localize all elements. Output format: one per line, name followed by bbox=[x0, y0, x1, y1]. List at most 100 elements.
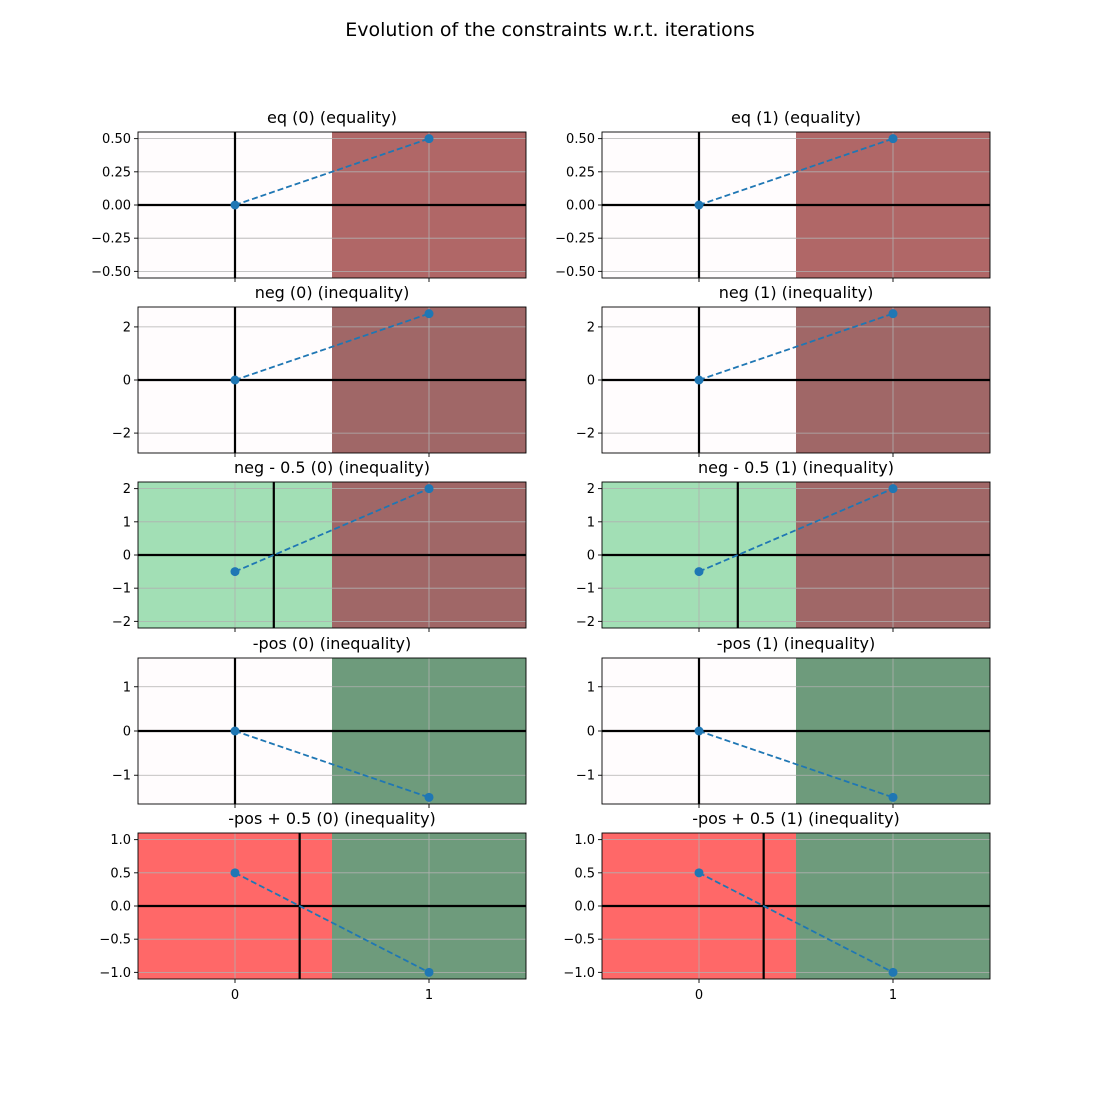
data-point-1 bbox=[424, 134, 434, 144]
y-tick-label-4: 2 bbox=[587, 482, 595, 497]
data-point-1 bbox=[888, 792, 898, 802]
subplot-title: -pos (0) (inequality) bbox=[253, 634, 412, 653]
y-tick-label-4: 2 bbox=[123, 482, 131, 497]
y-tick-label-4: 1.0 bbox=[110, 833, 131, 848]
y-tick-label-1: 0 bbox=[587, 374, 595, 389]
y-tick-label-0: −1.0 bbox=[563, 966, 595, 981]
y-tick-label-2: 0 bbox=[123, 549, 131, 564]
data-point-1 bbox=[888, 134, 898, 144]
subplot-0: −0.50 −0.25 0.00 0.25 0.50 eq (0) (equality) bbox=[91, 108, 527, 282]
y-tick-label-3: 0.25 bbox=[102, 165, 131, 180]
y-tick-label-2: 1 bbox=[587, 680, 595, 695]
plot-area bbox=[602, 307, 990, 453]
plot-area bbox=[602, 482, 990, 628]
data-point-0 bbox=[694, 726, 704, 736]
subplot-2: −2 0 2 neg (0) (inequality) bbox=[112, 283, 527, 457]
plot-area bbox=[602, 658, 990, 804]
y-tick-label-2: 1 bbox=[123, 680, 131, 695]
data-point-0 bbox=[694, 868, 704, 878]
data-point-1 bbox=[424, 484, 434, 494]
subplot-title: neg (0) (inequality) bbox=[255, 283, 410, 302]
figure-title: Evolution of the constraints w.r.t. iter… bbox=[345, 19, 754, 41]
y-tick-label-1: −1 bbox=[112, 582, 131, 597]
data-point-0 bbox=[230, 375, 240, 385]
data-point-0 bbox=[694, 200, 704, 210]
y-tick-label-3: 0.25 bbox=[566, 165, 595, 180]
plot-area bbox=[602, 132, 990, 278]
y-tick-label-1: −1 bbox=[576, 582, 595, 597]
subplot-title: neg - 0.5 (1) (inequality) bbox=[698, 458, 894, 477]
subplot-8: −1.0 −0.5 0.0 0.5 1.0 0 1 -pos + 0.5 (0) (inequ… bbox=[99, 809, 527, 1003]
y-tick-label-0: −2 bbox=[112, 427, 131, 442]
data-point-0 bbox=[230, 200, 240, 210]
plot-area bbox=[602, 833, 990, 979]
data-point-1 bbox=[424, 309, 434, 319]
x-tick-label-0: 0 bbox=[231, 988, 239, 1003]
data-point-1 bbox=[888, 484, 898, 494]
y-tick-label-0: −1.0 bbox=[99, 966, 131, 981]
series-line bbox=[698, 487, 894, 573]
y-tick-label-3: 1 bbox=[123, 515, 131, 530]
subplot-title: -pos + 0.5 (0) (inequality) bbox=[228, 809, 436, 828]
y-tick-label-1: 0 bbox=[587, 725, 595, 740]
y-tick-label-1: 0 bbox=[123, 725, 131, 740]
data-point-0 bbox=[694, 567, 704, 577]
y-tick-label-4: 0.50 bbox=[566, 132, 595, 147]
plot-area bbox=[138, 482, 526, 628]
y-tick-label-2: 0.0 bbox=[110, 900, 131, 915]
y-tick-label-3: 1 bbox=[587, 515, 595, 530]
y-tick-label-4: 0.50 bbox=[102, 132, 131, 147]
y-tick-label-1: −0.5 bbox=[563, 933, 595, 948]
y-tick-label-0: −2 bbox=[576, 427, 595, 442]
subplot-1: −0.50 −0.25 0.00 0.25 0.50 eq (1) (equality) bbox=[555, 108, 991, 282]
y-tick-label-3: 0.5 bbox=[574, 866, 595, 881]
series-line bbox=[234, 312, 430, 381]
subplot-5: −2 −1 0 1 2 neg - 0.5 (1) (inequality) bbox=[576, 458, 991, 632]
subplot-7: −1 0 1 -pos (1) (inequality) bbox=[576, 634, 991, 808]
data-point-1 bbox=[424, 792, 434, 802]
y-tick-label-4: 1.0 bbox=[574, 833, 595, 848]
x-tick-label-0: 0 bbox=[695, 988, 703, 1003]
series-line bbox=[698, 137, 894, 206]
y-tick-label-0: −2 bbox=[112, 615, 131, 630]
y-tick-label-2: 0 bbox=[587, 549, 595, 564]
y-tick-label-0: −0.50 bbox=[555, 265, 595, 280]
y-tick-label-0: −0.50 bbox=[91, 265, 131, 280]
data-point-0 bbox=[694, 375, 704, 385]
plot-area bbox=[138, 307, 526, 453]
subplot-4: −2 −1 0 1 2 neg - 0.5 (0) (inequality) bbox=[112, 458, 527, 632]
y-tick-label-1: −0.25 bbox=[555, 232, 595, 247]
y-tick-label-0: −2 bbox=[576, 615, 595, 630]
plot-area bbox=[138, 658, 526, 804]
subplot-title: neg - 0.5 (0) (inequality) bbox=[234, 458, 430, 477]
data-point-1 bbox=[888, 309, 898, 319]
y-tick-label-1: 0 bbox=[123, 374, 131, 389]
series-line bbox=[234, 137, 430, 206]
subplot-title: -pos + 0.5 (1) (inequality) bbox=[692, 809, 900, 828]
y-tick-label-1: −0.25 bbox=[91, 232, 131, 247]
data-point-1 bbox=[888, 967, 898, 977]
data-point-0 bbox=[230, 868, 240, 878]
series-line bbox=[234, 872, 430, 974]
subplot-6: −1 0 1 -pos (0) (inequality) bbox=[112, 634, 527, 808]
y-tick-label-2: 2 bbox=[587, 320, 595, 335]
series-line bbox=[234, 730, 430, 799]
y-tick-label-2: 0.00 bbox=[566, 199, 595, 214]
x-tick-label-1: 1 bbox=[889, 988, 897, 1003]
y-tick-label-0: −1 bbox=[112, 769, 131, 784]
x-tick-label-1: 1 bbox=[425, 988, 433, 1003]
data-point-1 bbox=[424, 967, 434, 977]
data-point-0 bbox=[230, 567, 240, 577]
y-tick-label-2: 0.0 bbox=[574, 900, 595, 915]
subplot-title: eq (0) (equality) bbox=[267, 108, 397, 127]
y-tick-label-0: −1 bbox=[576, 769, 595, 784]
data-point-0 bbox=[230, 726, 240, 736]
series-line bbox=[698, 730, 894, 799]
subplot-3: −2 0 2 neg (1) (inequality) bbox=[576, 283, 991, 457]
series-line bbox=[698, 872, 894, 974]
subplot-title: neg (1) (inequality) bbox=[719, 283, 874, 302]
plot-area bbox=[138, 833, 526, 979]
